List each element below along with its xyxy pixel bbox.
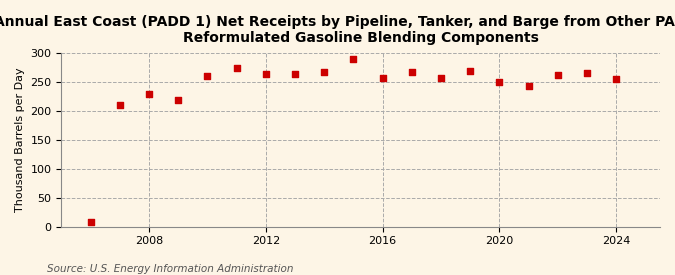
Point	[319, 70, 329, 74]
Point	[85, 220, 96, 224]
Title: Annual East Coast (PADD 1) Net Receipts by Pipeline, Tanker, and Barge from Othe: Annual East Coast (PADD 1) Net Receipts …	[0, 15, 675, 45]
Point	[114, 103, 125, 108]
Point	[494, 80, 505, 84]
Point	[435, 75, 446, 80]
Point	[377, 75, 388, 80]
Point	[348, 56, 359, 61]
Point	[406, 70, 417, 74]
Y-axis label: Thousand Barrels per Day: Thousand Barrels per Day	[15, 68, 25, 212]
Point	[261, 71, 271, 76]
Point	[552, 73, 563, 77]
Point	[232, 65, 242, 70]
Point	[290, 71, 300, 76]
Text: Source: U.S. Energy Information Administration: Source: U.S. Energy Information Administ…	[47, 264, 294, 274]
Point	[173, 97, 184, 102]
Point	[465, 68, 476, 73]
Point	[523, 83, 534, 88]
Point	[611, 77, 622, 81]
Point	[202, 74, 213, 79]
Point	[144, 92, 155, 96]
Point	[582, 71, 593, 75]
